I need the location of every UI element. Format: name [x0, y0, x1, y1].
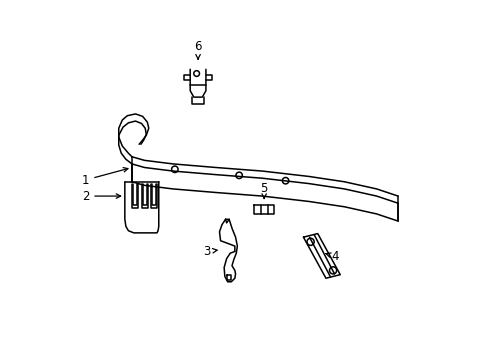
- Text: 4: 4: [325, 250, 339, 263]
- Text: 5: 5: [260, 183, 267, 199]
- Text: 6: 6: [194, 40, 202, 59]
- Text: 2: 2: [81, 190, 121, 203]
- Text: 3: 3: [203, 245, 217, 258]
- Text: 1: 1: [81, 168, 128, 186]
